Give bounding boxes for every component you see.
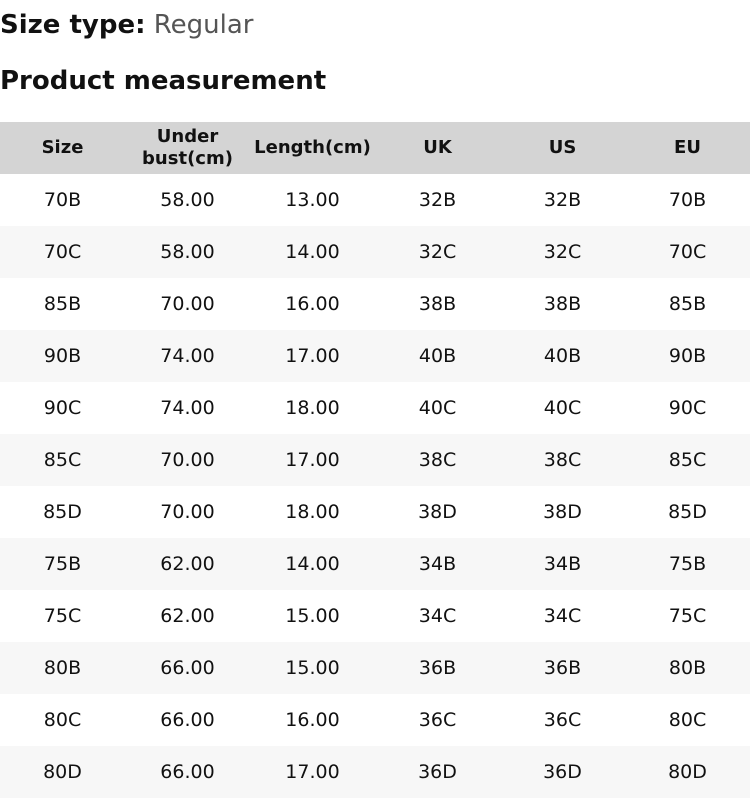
size-type-label: Size type:: [0, 10, 146, 40]
size-type: Size type: Regular: [0, 10, 253, 40]
table-header-row: Size Under bust(cm) Length(cm) UK US EU: [0, 122, 750, 174]
table-cell: 15.00: [285, 605, 340, 627]
table-row: 85C 70.00 17.00 38C 38C 85C: [0, 434, 750, 486]
table-cell: 80C: [43, 709, 82, 731]
table-cell: 32C: [500, 226, 625, 278]
table-cell: 32B: [418, 189, 457, 211]
table-cell: 85C: [0, 434, 125, 486]
table-cell: 75B: [0, 538, 125, 590]
table-cell: 38C: [500, 434, 625, 486]
table-cell: 62.00: [125, 538, 250, 590]
table-cell: 38D: [543, 501, 582, 523]
table-cell: 40C: [418, 397, 457, 419]
table-cell: 66.00: [125, 746, 250, 798]
table-cell: 70.00: [125, 434, 250, 486]
table-cell: 70C: [0, 226, 125, 278]
table-row: 85D 70.00 18.00 38D 38D 85D: [0, 486, 750, 538]
table-cell: 75C: [668, 605, 707, 627]
table-cell: 38C: [375, 434, 500, 486]
table-cell: 38B: [543, 293, 582, 315]
column-header: EU: [625, 122, 750, 174]
table-cell: 58.00: [125, 226, 250, 278]
table-cell: 16.00: [285, 293, 340, 315]
table-cell: 80D: [625, 746, 750, 798]
table-cell: 70B: [43, 189, 82, 211]
table-cell: 17.00: [250, 434, 375, 486]
table-cell: 85B: [668, 293, 707, 315]
table-cell: 34B: [375, 538, 500, 590]
table-cell: 36B: [500, 642, 625, 694]
table-cell: 15.00: [250, 642, 375, 694]
table-cell: 70B: [668, 189, 707, 211]
size-type-value: Regular: [153, 10, 254, 40]
table-cell: 18.00: [285, 397, 340, 419]
table-cell: 40C: [543, 397, 582, 419]
table-cell: 36C: [418, 709, 457, 731]
table-cell: 85D: [43, 501, 82, 523]
table-row: 70C 58.00 14.00 32C 32C 70C: [0, 226, 750, 278]
table-cell: 85B: [43, 293, 82, 315]
table-cell: 62.00: [160, 605, 215, 627]
table-cell: 90B: [0, 330, 125, 382]
table-cell: 85D: [668, 501, 707, 523]
table-cell: 38B: [418, 293, 457, 315]
column-header: US: [500, 122, 625, 174]
table-cell: 90C: [43, 397, 82, 419]
table-cell: 14.00: [250, 226, 375, 278]
table-cell: 34C: [418, 605, 457, 627]
table-row: 85B 70.00 16.00 38B 38B 85B: [0, 278, 750, 330]
table-cell: 74.00: [125, 330, 250, 382]
table-row: 75B 62.00 14.00 34B 34B 75B: [0, 538, 750, 590]
table-cell: 74.00: [160, 397, 215, 419]
table-row: 80C 66.00 16.00 36C 36C 80C: [0, 694, 750, 746]
column-header: UK: [375, 122, 500, 174]
table-cell: 34B: [500, 538, 625, 590]
table-cell: 36C: [543, 709, 582, 731]
table-cell: 90B: [625, 330, 750, 382]
table-cell: 70.00: [160, 293, 215, 315]
measurement-table: Size Under bust(cm) Length(cm) UK US EU 70B 58…: [0, 122, 750, 798]
table-cell: 18.00: [285, 501, 340, 523]
table-cell: 58.00: [160, 189, 215, 211]
table-cell: 66.00: [160, 709, 215, 731]
column-header: Under bust(cm): [125, 122, 250, 174]
table-cell: 40B: [500, 330, 625, 382]
table-row: 75C 62.00 15.00 34C 34C 75C: [0, 590, 750, 642]
table-cell: 40B: [375, 330, 500, 382]
table-cell: 75B: [625, 538, 750, 590]
table-cell: 80C: [668, 709, 707, 731]
table-cell: 14.00: [250, 538, 375, 590]
table-cell: 80D: [0, 746, 125, 798]
table-cell: 32B: [543, 189, 582, 211]
table-cell: 17.00: [250, 746, 375, 798]
table-cell: 85C: [625, 434, 750, 486]
table-row: 90C 74.00 18.00 40C 40C 90C: [0, 382, 750, 434]
table-row: 70B 58.00 13.00 32B 32B 70B: [0, 174, 750, 226]
table-cell: 80B: [625, 642, 750, 694]
section-title: Product measurement: [0, 66, 327, 96]
table-cell: 70.00: [160, 501, 215, 523]
table-cell: 32C: [375, 226, 500, 278]
table-cell: 17.00: [250, 330, 375, 382]
table-cell: 13.00: [285, 189, 340, 211]
table-cell: 36D: [375, 746, 500, 798]
table-cell: 70C: [625, 226, 750, 278]
table-cell: 36B: [375, 642, 500, 694]
table-cell: 34C: [543, 605, 582, 627]
table-cell: 90C: [668, 397, 707, 419]
table-row: 80D 66.00 17.00 36D 36D 80D: [0, 746, 750, 798]
table-cell: 38D: [418, 501, 457, 523]
table-cell: 16.00: [285, 709, 340, 731]
table-row: 80B 66.00 15.00 36B 36B 80B: [0, 642, 750, 694]
table-cell: 80B: [0, 642, 125, 694]
column-header: Length(cm): [250, 122, 375, 174]
table-cell: 75C: [43, 605, 82, 627]
table-cell: 36D: [500, 746, 625, 798]
table-cell: 66.00: [125, 642, 250, 694]
column-header: Size: [0, 122, 125, 174]
table-row: 90B 74.00 17.00 40B 40B 90B: [0, 330, 750, 382]
